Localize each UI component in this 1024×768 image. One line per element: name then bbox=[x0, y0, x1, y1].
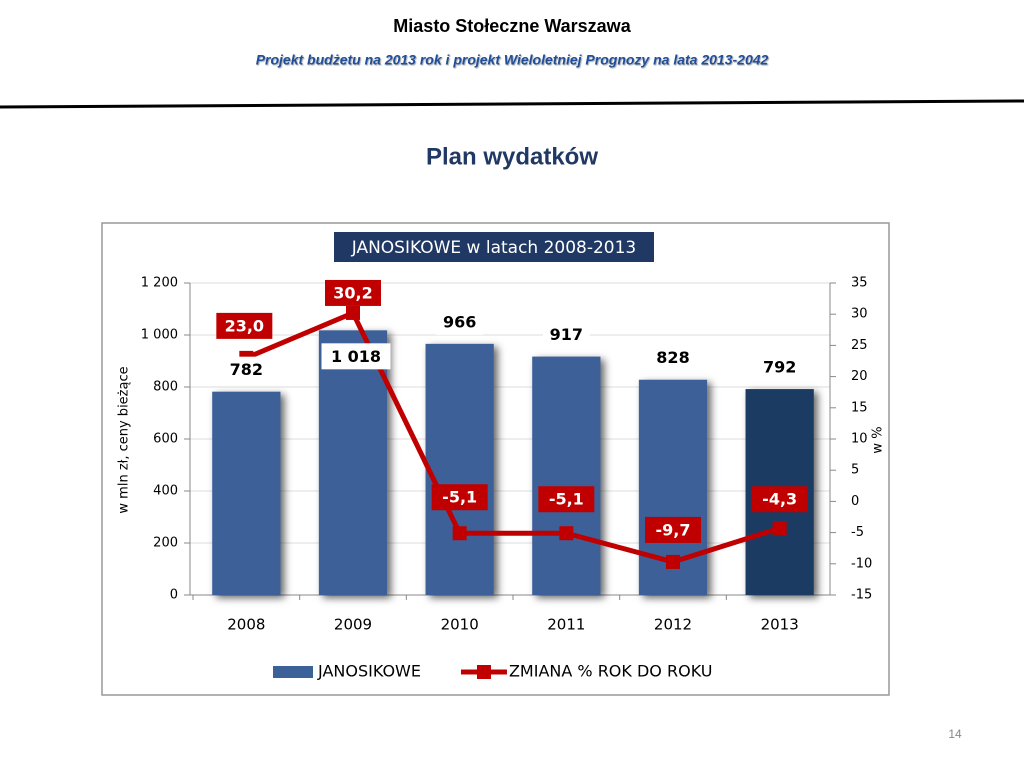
y2-tick-label: 30 bbox=[851, 307, 868, 322]
line-value-label: 23,0 bbox=[225, 316, 264, 335]
line-value-label-box bbox=[325, 279, 381, 306]
y2-tick-label: 0 bbox=[851, 494, 859, 509]
line bbox=[245, 309, 781, 565]
bar-value-label: 917 bbox=[550, 325, 583, 344]
bar-value-label-box bbox=[222, 356, 270, 383]
line-value-label: -4,3 bbox=[762, 490, 797, 509]
line-marker bbox=[452, 526, 467, 541]
line-value-label-box bbox=[216, 312, 273, 339]
line-value-label: -5,1 bbox=[549, 490, 584, 509]
x-tick-label: 2013 bbox=[761, 616, 799, 634]
bar bbox=[318, 330, 388, 595]
bar bbox=[532, 356, 601, 595]
line-marker bbox=[666, 554, 680, 569]
bar-value-label-box bbox=[436, 308, 484, 335]
y2-tick-label: -15 bbox=[851, 588, 872, 603]
chart-title-box bbox=[334, 232, 654, 262]
x-tick-label: 2009 bbox=[334, 616, 372, 634]
legend-marker bbox=[476, 665, 491, 679]
y2-tick-label: -5 bbox=[851, 525, 864, 540]
legend-label: JANOSIKOWE bbox=[317, 662, 421, 681]
y2-tick-label: 5 bbox=[851, 463, 859, 478]
line-marker bbox=[559, 526, 574, 541]
line-marker bbox=[772, 521, 787, 536]
bar-value-label-box bbox=[542, 321, 590, 348]
slide-title: Miasto Stołeczne Warszawa bbox=[393, 16, 631, 36]
line-value-label-box bbox=[645, 516, 701, 543]
line-value-label: -9,7 bbox=[656, 520, 691, 539]
bar bbox=[212, 391, 281, 595]
y2-tick-label: 25 bbox=[851, 338, 868, 353]
y-tick-label: 1 200 bbox=[141, 276, 178, 291]
y-tick-label: 1 000 bbox=[141, 328, 178, 343]
line-marker bbox=[346, 305, 360, 320]
line-value-label: 30,2 bbox=[333, 283, 372, 302]
y2-tick-label: 10 bbox=[851, 432, 868, 447]
bar-value-label: 966 bbox=[443, 312, 476, 331]
y2-tick-label: -10 bbox=[851, 556, 872, 571]
bar-value-label-box bbox=[321, 343, 391, 370]
line-value-label-box bbox=[431, 484, 488, 511]
header-rule bbox=[0, 99, 1024, 109]
x-tick-label: 2010 bbox=[441, 616, 479, 634]
heading: Plan wydatków bbox=[426, 143, 598, 170]
line-value-label-box bbox=[538, 486, 595, 513]
bar-value-label: 782 bbox=[230, 360, 263, 379]
y-tick-label: 200 bbox=[153, 536, 178, 551]
y2-tick-label: 20 bbox=[851, 369, 868, 384]
x-tick-label: 2008 bbox=[227, 616, 265, 634]
bar-value-label-box bbox=[756, 354, 804, 381]
y-tick-label: 400 bbox=[153, 484, 178, 499]
bar-value-label: 828 bbox=[656, 348, 689, 367]
y-tick-label: 600 bbox=[153, 432, 178, 447]
line-value-label-box bbox=[751, 486, 808, 513]
page-number: 14 bbox=[948, 727, 962, 741]
y-tick-label: 0 bbox=[170, 588, 178, 603]
y2-tick-label: 35 bbox=[851, 276, 868, 291]
chart-title: JANOSIKOWE w latach 2008-2013 bbox=[351, 238, 637, 258]
bar-value-label: 792 bbox=[763, 358, 796, 377]
y2-axis-label: w % bbox=[871, 426, 886, 453]
bar-value-label: 1 018 bbox=[331, 347, 381, 366]
legend-swatch bbox=[273, 666, 313, 678]
slide-subtitle: Projekt budżetu na 2013 rok i projekt Wi… bbox=[256, 52, 769, 68]
bar-value-label-box bbox=[649, 344, 697, 371]
y-tick-label: 800 bbox=[153, 380, 178, 395]
line-value-label: -5,1 bbox=[442, 488, 477, 507]
legend-label: ZMIANA % ROK DO ROKU bbox=[509, 662, 713, 681]
bar bbox=[425, 343, 494, 595]
y-axis-label: w mln zł, ceny bieżące bbox=[117, 366, 132, 513]
x-tick-label: 2012 bbox=[654, 616, 692, 634]
y2-tick-label: 15 bbox=[851, 400, 868, 415]
x-tick-label: 2011 bbox=[547, 616, 585, 634]
